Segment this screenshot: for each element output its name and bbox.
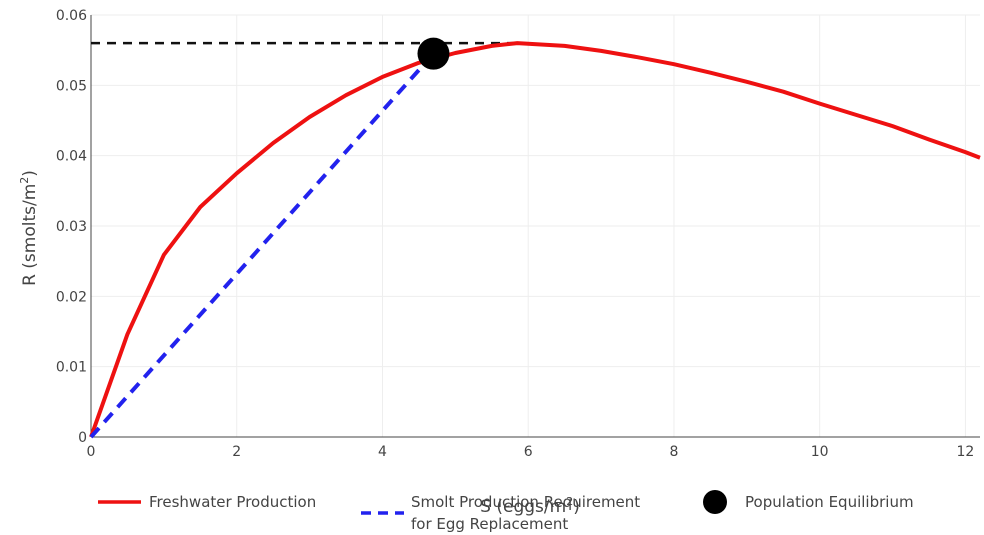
y-tick-label: 0.04 bbox=[56, 149, 87, 165]
grid-lines bbox=[91, 14, 980, 437]
legend-label-population-equilibrium: Population Equilibrium bbox=[745, 493, 914, 511]
legend-label-smolt-requirement-line1: Smolt Production Requirement bbox=[411, 493, 640, 511]
y-tick-label: 0.05 bbox=[56, 78, 87, 94]
legend: Freshwater Production Smolt Production R… bbox=[98, 490, 914, 533]
y-tick-label: 0.06 bbox=[56, 8, 87, 24]
x-tick-label: 4 bbox=[378, 444, 387, 460]
y-tick-label: 0 bbox=[78, 430, 87, 446]
x-tick-label: 10 bbox=[811, 444, 829, 460]
x-tick-label: 12 bbox=[957, 444, 975, 460]
legend-label-freshwater-production: Freshwater Production bbox=[149, 493, 316, 511]
y-tick-label: 0.03 bbox=[56, 219, 87, 235]
series-freshwater-production bbox=[89, 41, 981, 438]
legend-swatch-population-equilibrium bbox=[703, 490, 727, 514]
y-tick-label: 0.02 bbox=[56, 289, 87, 305]
y-axis-title: R (smolts/m2) bbox=[18, 170, 40, 286]
x-tick-label: 6 bbox=[524, 444, 533, 460]
tick-labels: 0 2 4 6 8 10 12 0 0.01 0.02 0.03 0.04 0.05 0.06 bbox=[56, 8, 975, 460]
plot-area bbox=[89, 37, 981, 439]
series-smolt-production-requirement bbox=[89, 52, 435, 439]
y-tick-label: 0.01 bbox=[56, 360, 87, 376]
axes bbox=[90, 15, 980, 438]
population-equilibrium-point bbox=[417, 37, 450, 70]
x-tick-label: 2 bbox=[232, 444, 241, 460]
legend-label-smolt-requirement-line2: for Egg Replacement bbox=[411, 515, 568, 533]
x-tick-label: 0 bbox=[87, 444, 96, 460]
x-axis-title: S (eggs/m2) bbox=[480, 495, 580, 517]
x-tick-label: 8 bbox=[669, 444, 678, 460]
